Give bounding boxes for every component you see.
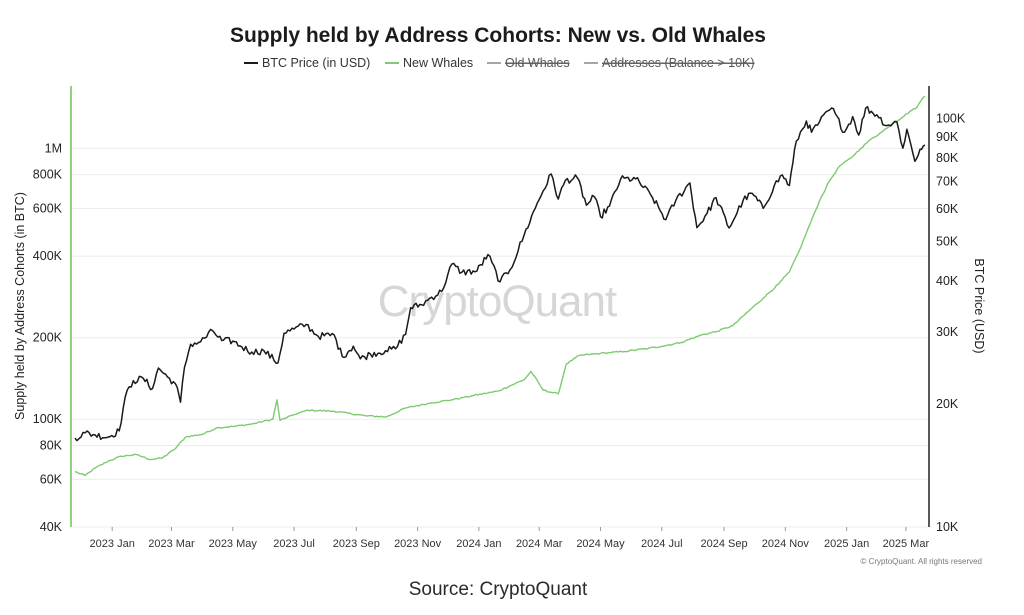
y-right-tick-label: 90K — [936, 130, 959, 144]
legend-item-addresses[interactable]: Addresses (Balance > 10K) — [584, 56, 755, 70]
y-left-tick-label: 1M — [45, 141, 62, 155]
legend-label: New Whales — [403, 56, 473, 70]
y-left-tick-label: 80K — [40, 438, 63, 452]
x-tick-label: 2023 Jan — [90, 538, 135, 550]
y-left-tick-label: 100K — [33, 412, 63, 426]
legend-item-new-whales[interactable]: New Whales — [385, 56, 473, 70]
y-right-tick-label: 100K — [936, 111, 966, 125]
y-left-tick-label: 40K — [40, 520, 63, 534]
x-tick-label: 2025 Jan — [824, 538, 869, 550]
right-axis-ticks: 10K 20K 30K 40K 50K 60K 70K 80K 90K 100K — [936, 111, 966, 534]
x-tick-label: 2024 Jan — [456, 538, 501, 550]
y-right-tick-label: 40K — [936, 274, 959, 288]
copyright-note: © CryptoQuant. All rights reserved — [861, 557, 983, 566]
y-right-tick-label: 70K — [936, 175, 959, 189]
chart-title: Supply held by Address Cohorts: New vs. … — [230, 24, 766, 47]
legend-item-btc-price[interactable]: BTC Price (in USD) — [244, 56, 370, 70]
x-tick-label: 2023 May — [209, 538, 258, 550]
x-tick-label: 2024 Mar — [516, 538, 563, 550]
x-tick-label: 2025 Mar — [883, 538, 930, 550]
x-tick-label: 2023 Nov — [394, 538, 442, 550]
x-tick-label: 2023 Sep — [333, 538, 380, 550]
x-tick-label: 2023 Jul — [273, 538, 315, 550]
watermark: CryptoQuant — [378, 277, 617, 326]
x-tick-label: 2024 Jul — [641, 538, 683, 550]
y-right-tick-label: 30K — [936, 325, 959, 339]
legend-item-old-whales[interactable]: Old Whales — [487, 56, 570, 70]
y-left-tick-label: 800K — [33, 168, 63, 182]
y-right-tick-label: 80K — [936, 151, 959, 165]
y-left-tick-label: 600K — [33, 201, 63, 215]
y-right-tick-label: 10K — [936, 520, 959, 534]
left-axis-ticks: 40K 60K 80K 100K 200K 400K 600K 800K 1M — [33, 141, 63, 534]
gridlines — [71, 147, 929, 528]
y-left-tick-label: 200K — [33, 331, 63, 345]
series-layer — [74, 95, 926, 477]
source-caption: Source: CryptoQuant — [409, 579, 588, 600]
right-axis-label: BTC Price (USD) — [972, 258, 986, 353]
x-axis-ticks: 2023 Jan 2023 Mar 2023 May 2023 Jul 2023 Sep… — [90, 527, 930, 550]
x-tick-label: 2024 Nov — [762, 538, 810, 550]
y-left-tick-label: 60K — [40, 472, 63, 486]
y-right-tick-label: 60K — [936, 202, 959, 216]
x-tick-label: 2024 Sep — [700, 538, 747, 550]
left-axis-label: Supply held by Address Cohorts (in BTC) — [13, 192, 27, 420]
series-line-new-whales — [74, 95, 926, 477]
legend-label: BTC Price (in USD) — [262, 56, 370, 70]
y-right-tick-label: 50K — [936, 234, 959, 248]
y-right-tick-label: 20K — [936, 397, 959, 411]
series-line-btc-price-in-usd — [74, 105, 926, 442]
legend: BTC Price (in USD) New Whales Old Whales… — [244, 56, 755, 70]
x-tick-label: 2023 Mar — [148, 538, 195, 550]
x-tick-label: 2024 May — [576, 538, 625, 550]
y-left-tick-label: 400K — [33, 249, 63, 263]
